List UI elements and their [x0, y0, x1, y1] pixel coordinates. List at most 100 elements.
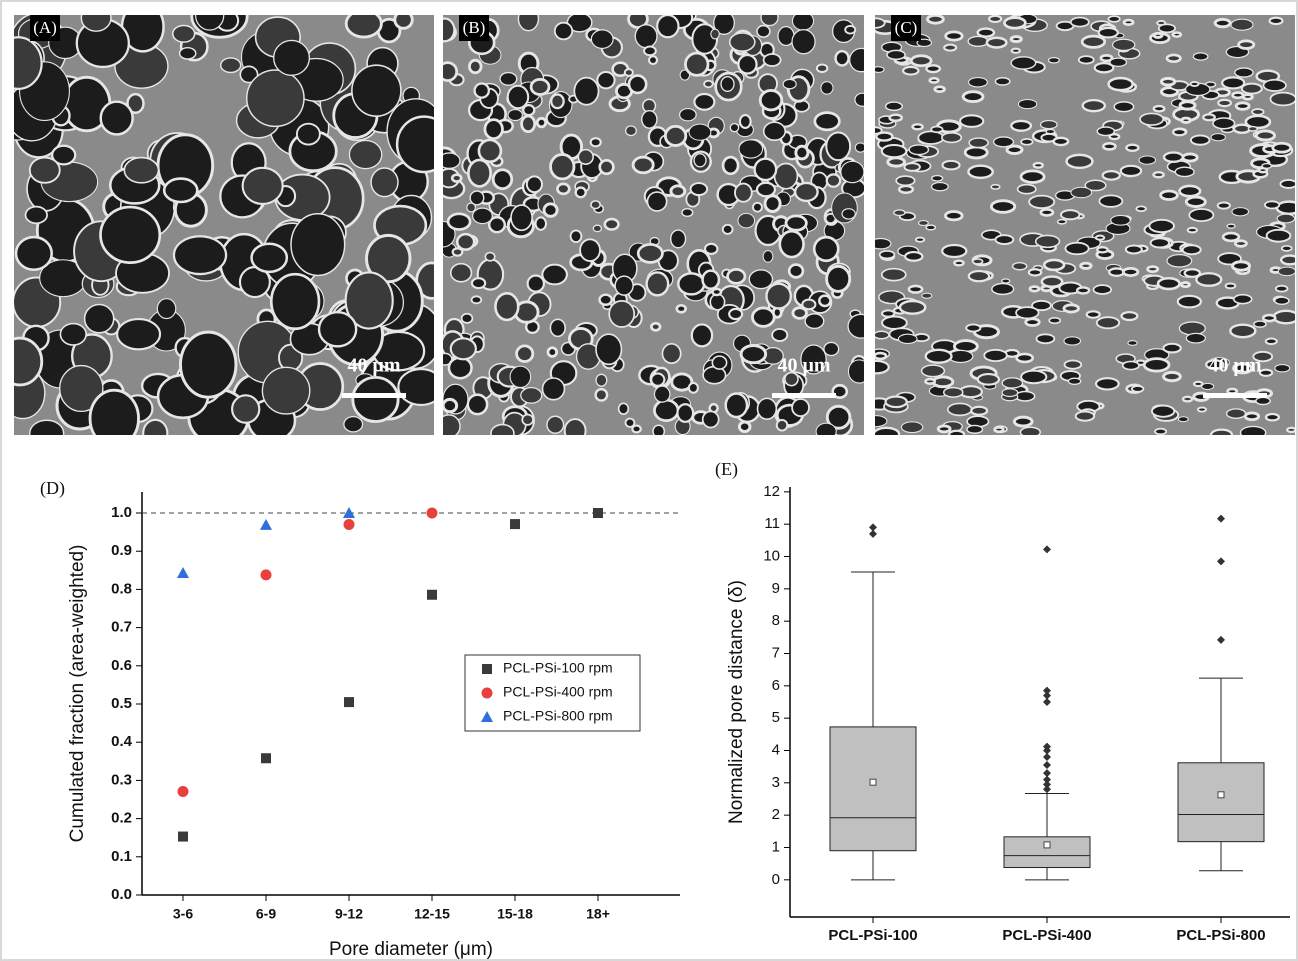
- pore: [447, 356, 473, 380]
- pore: [825, 131, 852, 162]
- pore: [1165, 53, 1182, 63]
- pore: [1221, 231, 1241, 243]
- pore: [517, 15, 540, 32]
- pore: [897, 184, 915, 194]
- y-tick-label: 7: [772, 644, 780, 661]
- pore: [1056, 218, 1067, 225]
- point: [426, 507, 438, 519]
- pore: [443, 152, 461, 170]
- pore: [936, 424, 952, 434]
- pore: [1012, 415, 1034, 428]
- scale-bar: [772, 393, 836, 398]
- pore: [760, 15, 779, 27]
- pore: [506, 84, 530, 110]
- label-bg: [459, 15, 489, 41]
- outlier: [1043, 752, 1051, 761]
- pore: [755, 181, 777, 198]
- pore: [734, 182, 753, 203]
- pore: [1124, 244, 1143, 255]
- pore: [1149, 237, 1171, 249]
- pore: [943, 43, 958, 52]
- pore: [1279, 179, 1295, 189]
- pore: [1234, 101, 1251, 111]
- pore: [351, 64, 402, 117]
- pore: [881, 315, 908, 330]
- pore: [1019, 169, 1046, 184]
- pore: [931, 375, 955, 389]
- pore: [520, 387, 543, 404]
- pore: [156, 298, 177, 320]
- pore: [897, 333, 918, 345]
- pore: [968, 137, 989, 149]
- pore: [967, 164, 994, 180]
- pore: [983, 348, 1008, 363]
- pore: [80, 15, 112, 32]
- point: [343, 507, 355, 519]
- pore: [1093, 62, 1115, 74]
- pore: [1232, 293, 1253, 305]
- y-tick-label: 3: [772, 774, 780, 791]
- pore: [239, 65, 259, 84]
- legend-box: [464, 654, 641, 732]
- pore: [1263, 200, 1281, 210]
- pore: [875, 351, 888, 361]
- y-tick-label: 0.5: [111, 695, 132, 712]
- pore: [1096, 246, 1109, 254]
- pore: [443, 414, 461, 435]
- pore: [443, 61, 459, 82]
- pore: [598, 158, 615, 176]
- pore: [546, 415, 565, 434]
- mean: [1043, 841, 1051, 849]
- pore: [541, 263, 568, 286]
- pore: [1001, 278, 1011, 284]
- pore: [487, 216, 506, 234]
- pore: [1254, 129, 1276, 142]
- pore: [728, 32, 756, 52]
- point: [177, 785, 189, 797]
- pore: [908, 144, 930, 156]
- pore: [589, 137, 602, 148]
- pore: [1069, 16, 1090, 28]
- pore: [1027, 268, 1043, 277]
- pore: [925, 64, 942, 74]
- pore: [677, 272, 706, 296]
- pore: [854, 92, 864, 107]
- pore: [911, 123, 924, 131]
- pore: [1048, 316, 1062, 325]
- pore: [656, 15, 680, 39]
- pore: [473, 82, 490, 99]
- pore: [1244, 114, 1272, 130]
- pore: [1042, 258, 1066, 272]
- y-tick-label: 0.7: [111, 619, 132, 636]
- pore: [627, 74, 648, 95]
- pore: [653, 398, 680, 423]
- pore: [566, 15, 593, 33]
- pore: [491, 168, 514, 191]
- pore: [928, 76, 940, 84]
- outlier: [1217, 557, 1225, 566]
- pore: [348, 139, 383, 170]
- pore: [590, 29, 614, 50]
- x-tick-label: 15-18: [497, 906, 533, 922]
- pore: [762, 250, 774, 263]
- pore: [1251, 108, 1265, 116]
- x-tick-label: 6-9: [256, 906, 276, 922]
- pore: [930, 181, 949, 192]
- y-tick-label: 0.2: [111, 810, 132, 827]
- pore: [1237, 39, 1256, 50]
- pore: [1060, 209, 1081, 221]
- pore: [989, 199, 1017, 214]
- y-tick-label: 0.3: [111, 771, 132, 788]
- pore: [574, 186, 587, 199]
- pore: [1231, 91, 1245, 100]
- pore: [1070, 186, 1093, 199]
- pore: [753, 157, 778, 182]
- pore: [1092, 284, 1113, 295]
- pore: [752, 201, 763, 213]
- pore: [902, 65, 920, 76]
- pore: [526, 274, 545, 293]
- pore: [643, 45, 657, 57]
- pore: [1171, 31, 1183, 38]
- pore: [1202, 113, 1216, 122]
- pore: [83, 303, 115, 334]
